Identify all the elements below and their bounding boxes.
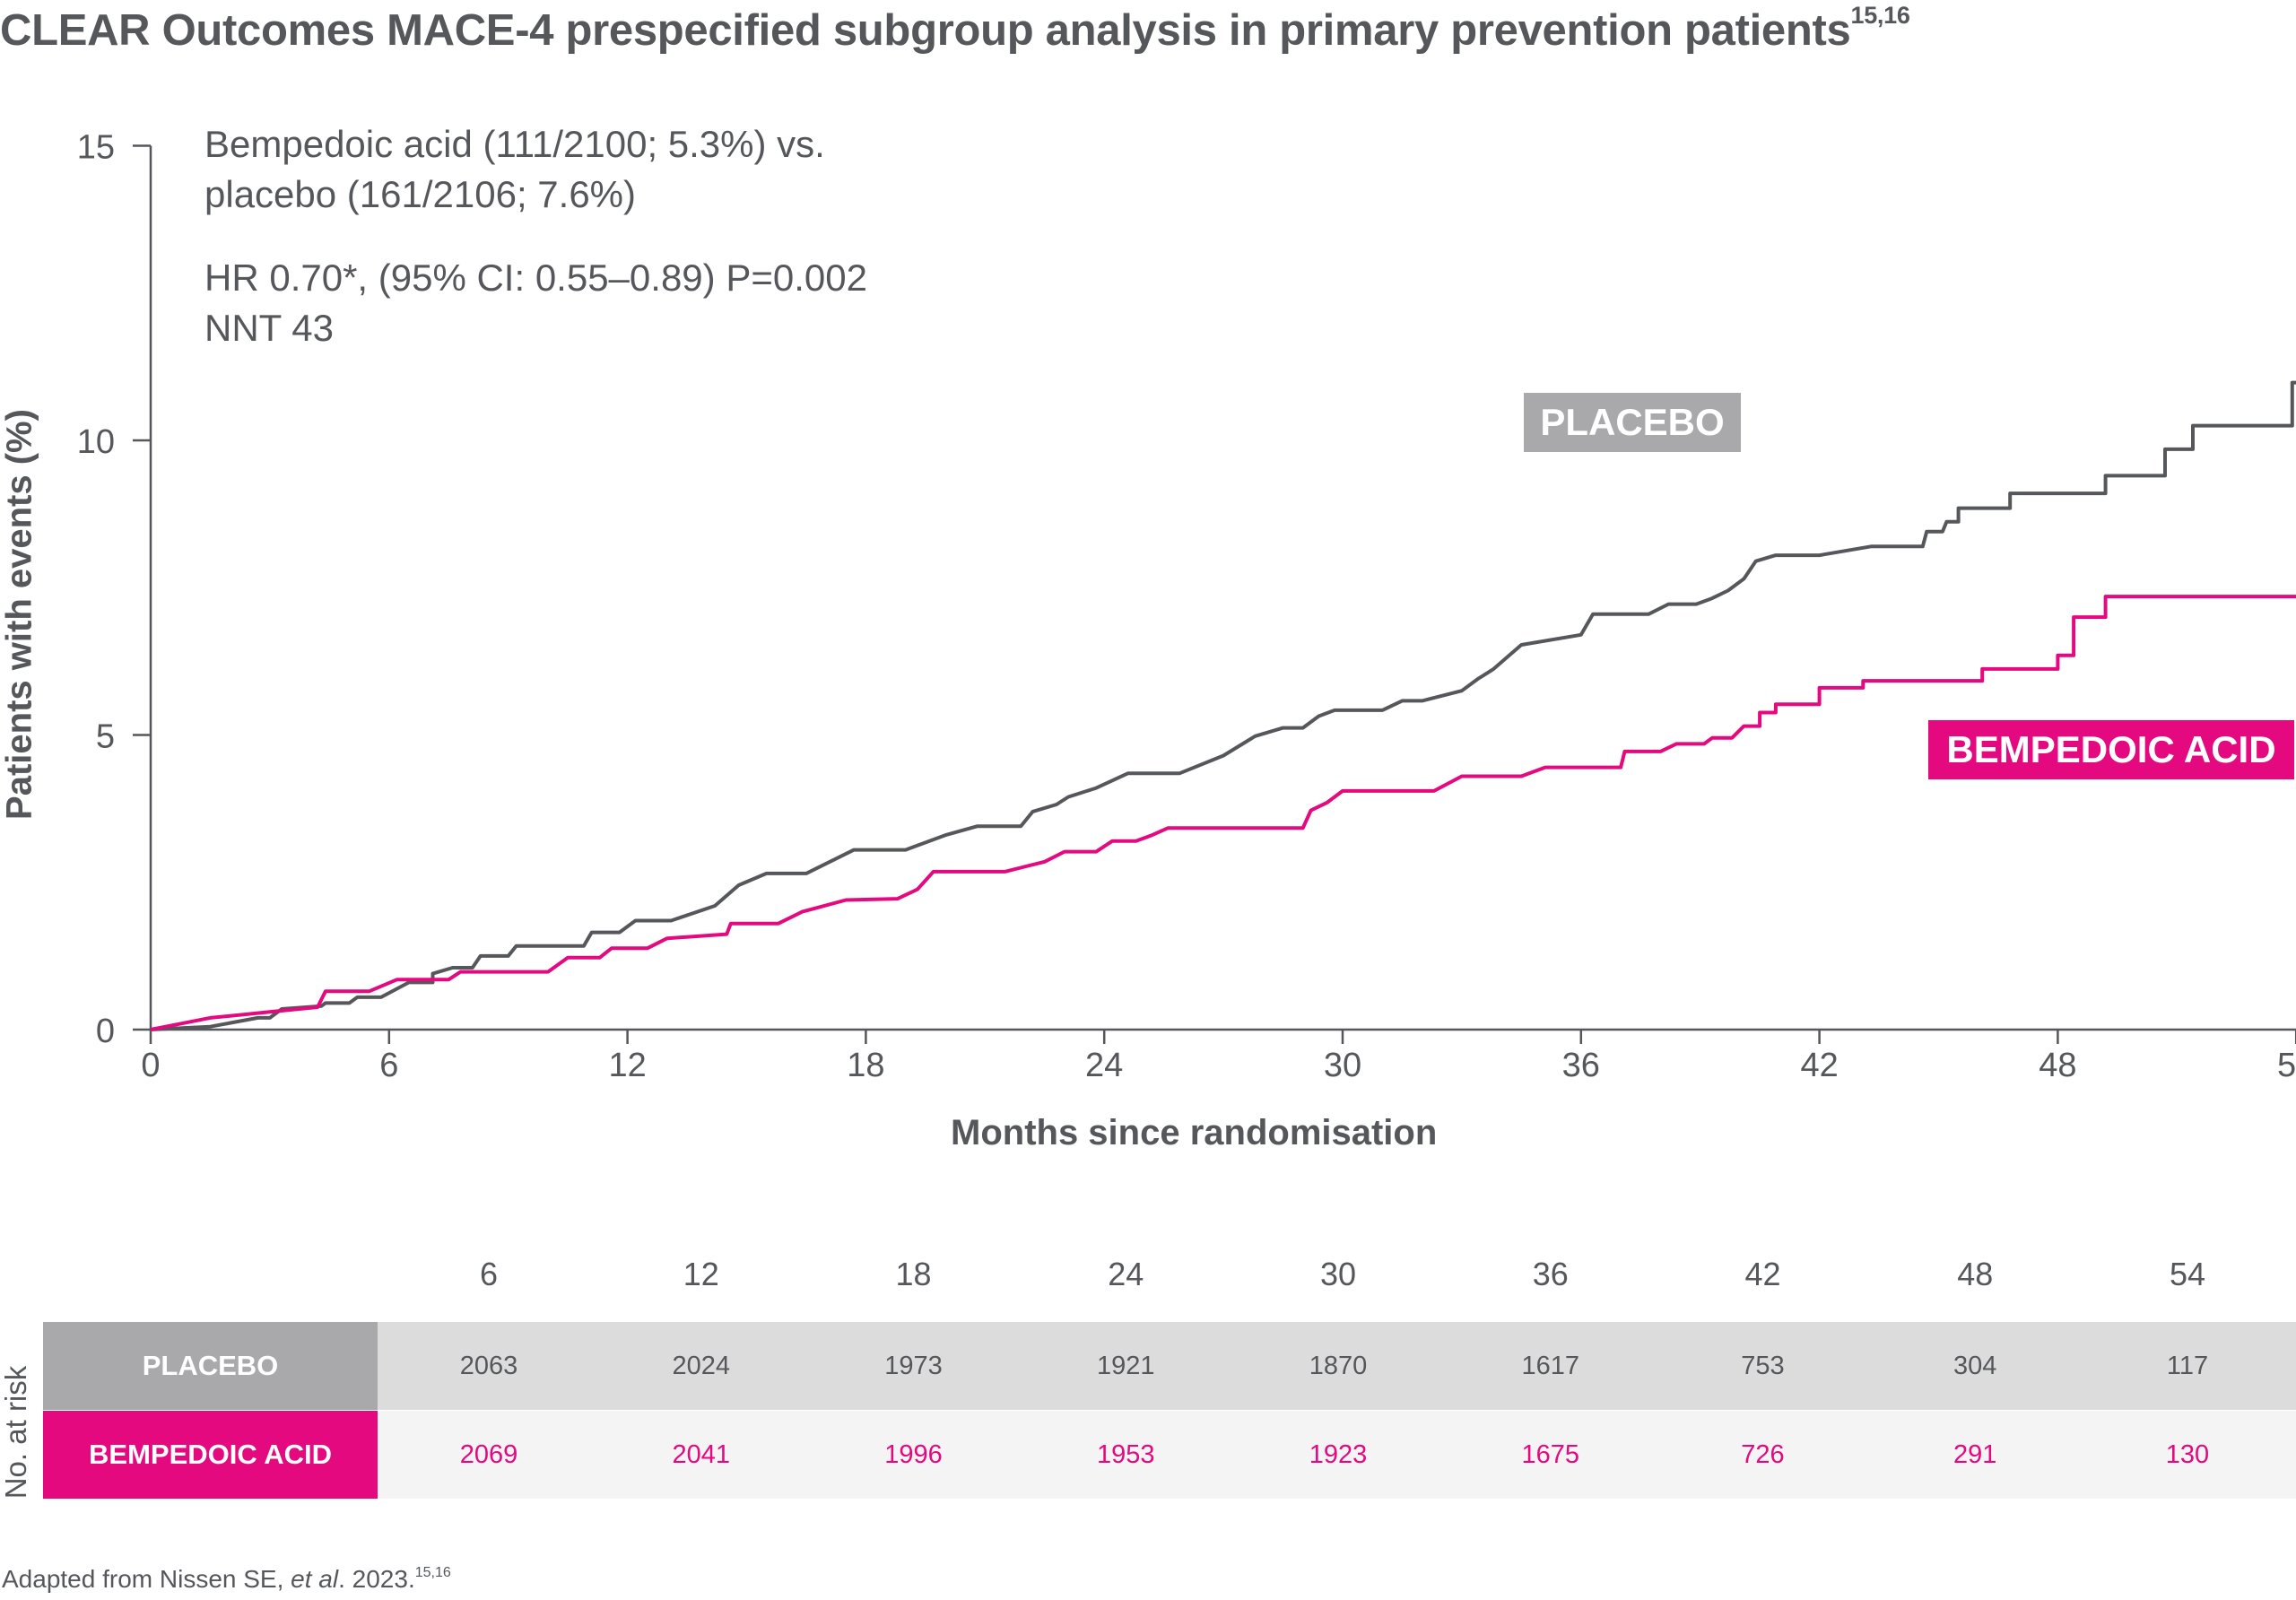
risk-cell: 1921: [1096, 1352, 1155, 1380]
risk-cell: 753: [1741, 1352, 1785, 1380]
x-tick-label: 36: [1562, 1047, 1600, 1084]
risk-cell: 1923: [1309, 1440, 1368, 1469]
chart-axes: [149, 145, 2296, 1031]
y-tick-label: 0: [96, 1013, 115, 1050]
placebo-series-line: [150, 380, 2296, 1031]
series-lines: [150, 380, 2296, 1031]
risk-month-label: 42: [1744, 1256, 1781, 1292]
bempedoic-series-line: [150, 595, 2296, 1031]
x-tick-label: 42: [1800, 1047, 1838, 1084]
x-tick-label: 30: [1324, 1047, 1361, 1084]
chart-title-text: CLEAR Outcomes MACE-4 prespecified subgr…: [0, 6, 1851, 55]
risk-row-bempedoic: BEMPEDOIC ACID 2069 2041 1996 1953 1923 1675 7…: [43, 1411, 2296, 1499]
risk-label-placebo: PLACEBO: [43, 1322, 378, 1410]
x-axis-title: Months since randomisation: [951, 1113, 1438, 1152]
source-footnote: Adapted from Nissen SE, et al. 2023.15,1…: [2, 1565, 451, 1594]
risk-month-label: 24: [1108, 1256, 1144, 1292]
risk-cell: 130: [2165, 1440, 2210, 1469]
risk-label-bempedoic: BEMPEDOIC ACID: [43, 1411, 378, 1499]
y-axis-title: Patients with events (%): [0, 409, 39, 820]
x-tick-label: 18: [847, 1047, 884, 1084]
footnote-reference: 15,16: [414, 1565, 451, 1580]
risk-month-label: 30: [1319, 1256, 1357, 1292]
km-chart: 0 5 10 15 0 6 12 18 24 30 36 42 48 54: [77, 129, 2296, 1084]
risk-table-side-label: No. at risk: [0, 1365, 32, 1500]
risk-table-months: 6 12 18 24 30 36 42 48 54: [0, 1256, 2296, 1309]
axis-ticks: 0 5 10 15 0 6 12 18 24 30 36 42 48 54: [77, 129, 2296, 1084]
risk-cell: 1973: [884, 1352, 943, 1380]
x-tick-label: 0: [141, 1047, 160, 1084]
risk-cell: 1870: [1309, 1352, 1368, 1380]
risk-cell: 2069: [459, 1440, 518, 1469]
y-tick-label: 10: [77, 423, 115, 461]
bempedoic-series-label: BEMPEDOIC ACID: [1928, 720, 2294, 779]
risk-month-label: 48: [1957, 1256, 1994, 1292]
footnote-prefix: Adapted from Nissen SE,: [2, 1565, 291, 1593]
event-counts-line-1: Bempedoic acid (111/2100; 5.3%) vs.: [204, 123, 825, 165]
risk-cell: 1675: [1521, 1440, 1580, 1469]
risk-cell: 291: [1953, 1440, 1997, 1469]
risk-cell: 1617: [1521, 1352, 1580, 1380]
risk-cell: 2024: [672, 1352, 731, 1380]
x-tick-label: 6: [379, 1047, 398, 1084]
x-tick-label: 54: [2277, 1047, 2296, 1084]
risk-month-label: 36: [1532, 1256, 1569, 1292]
risk-cell: 304: [1953, 1352, 1997, 1380]
x-tick-label: 24: [1085, 1047, 1123, 1084]
y-tick-label: 5: [96, 718, 115, 756]
y-tick-label: 15: [77, 129, 115, 167]
risk-cell: 2041: [672, 1440, 731, 1469]
nnt-line: NNT 43: [204, 307, 334, 349]
risk-cell: 117: [2166, 1352, 2209, 1380]
title-reference: 15,16: [1850, 2, 1910, 29]
risk-cell: 1953: [1096, 1440, 1155, 1469]
chart-title: CLEAR Outcomes MACE-4 prespecified subgr…: [0, 2, 1910, 56]
footnote-italic: et al: [291, 1565, 339, 1593]
placebo-series-label: PLACEBO: [1524, 393, 1741, 452]
event-counts-annotation: Bempedoic acid (111/2100; 5.3%) vs. plac…: [204, 119, 825, 220]
risk-month-label: 12: [683, 1256, 719, 1292]
hazard-ratio-annotation: HR 0.70*, (95% CI: 0.55–0.89) P=0.002 NN…: [204, 253, 867, 353]
risk-month-label: 18: [895, 1256, 932, 1292]
x-tick-label: 12: [608, 1047, 646, 1084]
risk-cell: 2063: [459, 1352, 518, 1380]
risk-cell: 1996: [884, 1440, 943, 1469]
event-counts-line-2: placebo (161/2106; 7.6%): [204, 173, 637, 215]
risk-month-label: 54: [2169, 1256, 2206, 1292]
footnote-suffix: . 2023.: [338, 1565, 415, 1593]
risk-month-label: 6: [479, 1256, 499, 1292]
risk-row-placebo: PLACEBO 2063 2024 1973 1921 1870 1617 753 304 11…: [43, 1322, 2296, 1410]
hazard-ratio-line: HR 0.70*, (95% CI: 0.55–0.89) P=0.002: [204, 257, 867, 299]
risk-cell: 726: [1741, 1440, 1785, 1469]
x-tick-label: 48: [2039, 1047, 2076, 1084]
